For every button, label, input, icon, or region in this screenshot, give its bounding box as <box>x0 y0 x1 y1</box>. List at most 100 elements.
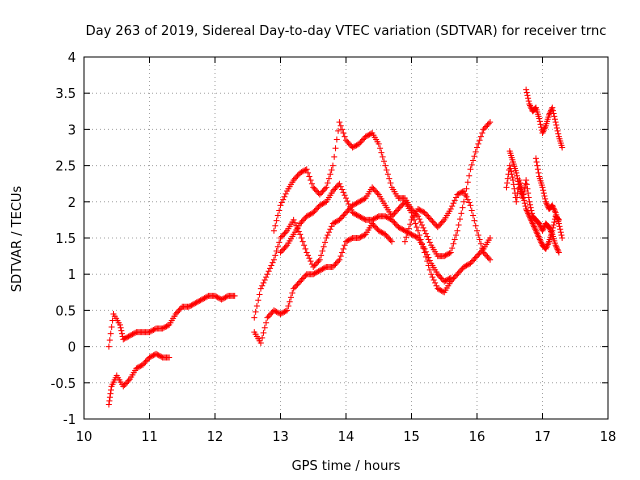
data-point <box>269 259 276 266</box>
data-point <box>106 394 113 401</box>
data-point <box>360 232 367 239</box>
data-point <box>325 229 332 236</box>
data-point <box>463 193 470 200</box>
x-tick-label: 10 <box>76 430 93 445</box>
data-point <box>280 309 287 316</box>
data-point <box>164 322 171 329</box>
data-point <box>536 236 543 243</box>
data-point <box>306 255 313 262</box>
data-point <box>519 195 526 202</box>
data-point <box>343 238 349 245</box>
data-point <box>536 118 543 125</box>
data-point <box>392 221 399 228</box>
data-point <box>290 285 297 292</box>
data-point <box>477 248 484 255</box>
data-point <box>260 329 267 336</box>
data-point <box>371 215 378 222</box>
data-point <box>268 262 275 269</box>
data-point <box>121 335 128 342</box>
series-arc-g <box>401 187 494 263</box>
data-point <box>424 212 431 219</box>
data-point <box>357 214 364 221</box>
data-point <box>311 208 318 215</box>
data-point <box>117 321 124 328</box>
data-point <box>341 133 348 140</box>
data-point <box>142 358 149 365</box>
data-point <box>467 166 474 173</box>
data-point <box>386 215 393 222</box>
data-point <box>324 232 331 239</box>
data-point <box>341 242 348 249</box>
data-point <box>559 235 566 241</box>
data-point <box>259 282 266 289</box>
data-point <box>369 184 376 191</box>
data-point <box>553 124 560 131</box>
data-point <box>253 303 260 310</box>
data-point <box>341 211 348 218</box>
data-point <box>105 343 112 350</box>
data-point <box>107 387 114 394</box>
data-point <box>298 219 305 226</box>
data-point <box>395 206 402 213</box>
data-point <box>384 171 391 178</box>
data-point <box>442 277 449 284</box>
data-point <box>447 206 454 213</box>
data-point <box>468 258 475 265</box>
data-point <box>223 293 230 300</box>
data-point <box>466 172 473 179</box>
data-point <box>264 314 271 321</box>
data-point <box>536 115 543 122</box>
data-point <box>367 130 374 137</box>
data-point <box>458 210 465 217</box>
data-point <box>305 212 312 219</box>
data-point <box>377 228 384 235</box>
data-point <box>197 297 204 304</box>
data-point <box>472 254 479 261</box>
data-point <box>472 222 479 229</box>
data-point <box>335 182 342 189</box>
data-point <box>121 381 128 388</box>
data-point <box>407 221 414 228</box>
data-point <box>373 214 380 221</box>
x-tick-label: 11 <box>141 430 158 445</box>
data-point <box>358 214 365 221</box>
data-point <box>349 144 356 151</box>
data-point <box>481 124 488 131</box>
data-point <box>390 218 397 225</box>
data-point <box>259 334 266 341</box>
data-point <box>382 213 389 220</box>
data-point <box>332 261 339 268</box>
data-point <box>476 137 483 144</box>
data-point <box>356 213 363 220</box>
axis-ticks <box>83 56 609 420</box>
data-point <box>527 102 534 109</box>
data-point <box>307 258 314 265</box>
data-point <box>541 193 548 200</box>
data-point <box>483 123 490 130</box>
data-point <box>343 209 349 216</box>
data-point <box>534 166 541 173</box>
data-point <box>409 207 416 214</box>
data-point <box>363 132 370 139</box>
data-point <box>532 155 539 162</box>
data-point <box>437 274 444 281</box>
data-point <box>474 144 480 151</box>
data-point <box>436 286 443 293</box>
data-point <box>400 200 407 207</box>
data-point <box>525 211 532 218</box>
data-point <box>310 263 317 270</box>
data-point <box>534 230 541 237</box>
data-point <box>311 185 318 192</box>
x-axis-label: GPS time / hours <box>292 459 401 474</box>
x-tick-label: 15 <box>403 430 420 445</box>
data-point <box>547 227 554 234</box>
data-point <box>150 352 157 359</box>
data-point <box>270 256 277 263</box>
series-arc-k <box>532 155 566 241</box>
data-point <box>344 198 351 205</box>
data-point <box>319 266 326 273</box>
data-point <box>281 230 288 237</box>
data-point <box>265 313 272 320</box>
data-point <box>270 307 277 314</box>
data-point <box>274 309 281 316</box>
